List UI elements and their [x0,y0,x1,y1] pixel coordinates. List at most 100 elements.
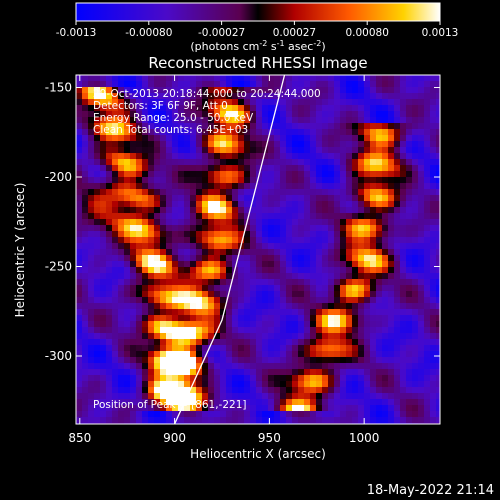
heatmap-cell [100,201,107,208]
heatmap-cell [280,351,287,358]
heatmap-cell [370,267,377,274]
heatmap-cell [196,87,203,94]
heatmap-cell [136,255,143,262]
heatmap-cell [328,375,335,382]
heatmap-cell [190,375,197,382]
heatmap-cell [160,243,167,250]
heatmap-cell [148,417,155,424]
heatmap-cell [334,405,341,412]
heatmap-cell [82,105,89,112]
heatmap-cell [244,243,251,250]
heatmap-cell [352,417,359,424]
heatmap-cell [250,291,257,298]
heatmap-cell [352,93,359,100]
heatmap-cell [322,153,329,160]
heatmap-cell [352,399,359,406]
heatmap-cell [178,321,185,328]
heatmap-cell [358,249,365,256]
heatmap-cell [322,405,329,412]
heatmap-cell [178,327,185,334]
heatmap-cell [88,309,95,316]
heatmap-cell [100,261,107,268]
heatmap-cell [322,369,329,376]
heatmap-cell [310,291,317,298]
heatmap-cell [184,327,191,334]
heatmap-cell [394,201,401,208]
heatmap-cell [226,249,233,256]
heatmap-cell [184,159,191,166]
heatmap-cell [436,279,440,286]
heatmap-cell [436,219,440,226]
heatmap-cell [136,315,143,322]
heatmap-cell [436,165,440,172]
heatmap-cell [226,345,233,352]
heatmap-cell [118,129,125,136]
heatmap-cell [292,333,299,340]
heatmap-cell [316,189,323,196]
heatmap-cell [250,363,257,370]
heatmap-cell [316,255,323,262]
heatmap-cell [172,387,179,394]
heatmap-cell [310,135,317,142]
heatmap-cell [382,387,389,394]
heatmap-cell [352,369,359,376]
heatmap-cell [238,87,245,94]
heatmap-cell [106,183,113,190]
heatmap-cell [382,129,389,136]
heatmap-cell [286,171,293,178]
heatmap-cell [184,123,191,130]
heatmap-cell [298,381,305,388]
heatmap-cell [268,237,275,244]
heatmap-cell [250,81,257,88]
heatmap-cell [190,279,197,286]
heatmap-cell [118,135,125,142]
heatmap-cell [430,135,437,142]
heatmap-cell [172,153,179,160]
heatmap-cell [424,81,431,88]
heatmap-cell [418,207,425,214]
heatmap-cell [322,93,329,100]
heatmap-cell [190,207,197,214]
heatmap-cell [346,213,353,220]
heatmap-cell [274,195,281,202]
heatmap-cell [142,381,149,388]
heatmap-cell [400,237,407,244]
heatmap-cell [412,177,419,184]
heatmap-cell [232,357,239,364]
heatmap-cell [250,387,257,394]
heatmap-cell [166,165,173,172]
heatmap-cell [412,249,419,256]
heatmap-cell [382,381,389,388]
heatmap-cell [334,417,341,424]
heatmap-cell [388,399,395,406]
heatmap-cell [100,255,107,262]
heatmap-cell [76,273,83,280]
heatmap-cell [364,417,371,424]
heatmap-cell [256,255,263,262]
heatmap-cell [424,267,431,274]
heatmap-cell [304,231,311,238]
heatmap-cell [214,285,221,292]
heatmap-cell [274,207,281,214]
heatmap-cell [412,369,419,376]
heatmap-cell [166,267,173,274]
heatmap-cell [418,213,425,220]
heatmap-cell [418,249,425,256]
heatmap-cell [142,219,149,226]
heatmap-cell [148,363,155,370]
heatmap-cell [286,249,293,256]
heatmap-cell [106,261,113,268]
heatmap-cell [430,297,437,304]
heatmap-cell [118,327,125,334]
heatmap-cell [172,117,179,124]
heatmap-cell [394,165,401,172]
heatmap-cell [256,309,263,316]
heatmap-cell [196,327,203,334]
heatmap-cell [244,285,251,292]
heatmap-cell [274,339,281,346]
heatmap-cell [124,135,131,142]
heatmap-cell [118,381,125,388]
heatmap-cell [136,171,143,178]
heatmap-cell [226,363,233,370]
heatmap-cell [136,237,143,244]
